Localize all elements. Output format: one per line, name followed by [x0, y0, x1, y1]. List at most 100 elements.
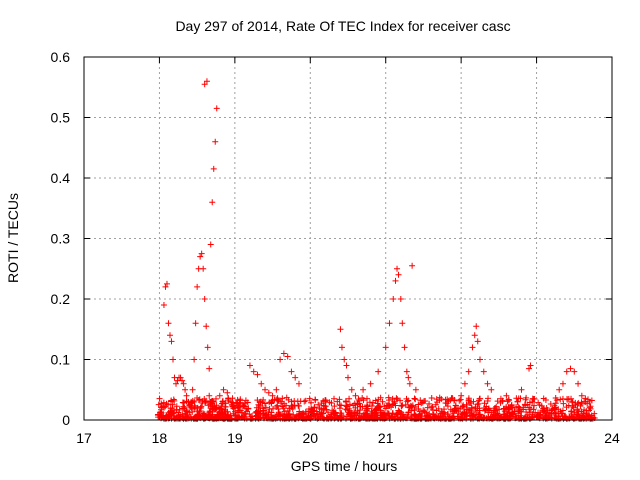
data-point-background — [187, 413, 194, 420]
data-point-background — [586, 404, 593, 411]
data-point-background — [540, 395, 547, 402]
data-point-background — [253, 409, 260, 416]
data-point-background — [405, 411, 412, 418]
data-point-background — [411, 395, 418, 402]
data-point — [254, 371, 261, 378]
data-point — [191, 356, 198, 363]
data-point-background — [395, 407, 402, 414]
data-point-background — [515, 415, 522, 422]
data-point-background — [496, 406, 503, 413]
data-point-background — [477, 414, 484, 421]
data-point-background — [398, 403, 405, 410]
data-point-background — [232, 412, 239, 419]
data-point-background — [266, 405, 273, 412]
data-point-background — [401, 414, 408, 421]
data-point-background — [182, 415, 189, 422]
data-point-background — [361, 412, 368, 419]
data-point-background — [165, 401, 172, 408]
data-point-background — [495, 411, 502, 418]
data-point-background — [555, 410, 562, 417]
data-point-background — [463, 402, 470, 409]
data-point-background — [515, 395, 522, 402]
data-point-background — [502, 415, 509, 422]
data-point-background — [505, 396, 512, 403]
data-point-background — [290, 411, 297, 418]
data-point-background — [214, 412, 221, 419]
data-point-background — [171, 397, 178, 404]
data-point — [170, 356, 177, 363]
data-point-background — [309, 409, 316, 416]
data-point-background — [362, 415, 369, 422]
data-point-background — [219, 398, 226, 405]
data-point-background — [569, 398, 576, 405]
data-point-background — [468, 412, 475, 419]
data-point — [578, 392, 585, 399]
data-point-background — [336, 396, 343, 403]
data-point-background — [306, 395, 313, 402]
data-point-background — [485, 409, 492, 416]
data-point — [403, 368, 410, 375]
data-point — [469, 344, 476, 351]
y-axis-label: ROTI / TECUs — [5, 193, 21, 283]
data-point-background — [318, 400, 325, 407]
data-point — [360, 386, 367, 393]
data-point-background — [351, 409, 358, 416]
data-point-background — [437, 410, 444, 417]
data-point-background — [199, 413, 206, 420]
data-point — [338, 344, 345, 351]
data-point-background — [296, 408, 303, 415]
data-point-background — [245, 405, 252, 412]
data-point-background — [373, 405, 380, 412]
data-point-background — [281, 415, 288, 422]
data-point — [246, 362, 253, 369]
data-point-background — [328, 411, 335, 418]
data-point-background — [322, 398, 329, 405]
data-point-background — [559, 407, 566, 414]
data-point — [200, 265, 207, 272]
data-point-background — [432, 401, 439, 408]
data-point-background — [261, 414, 268, 421]
y-tick-label: 0.6 — [51, 49, 71, 65]
data-point-background — [295, 403, 302, 410]
data-point-background — [254, 413, 261, 420]
data-point-background — [308, 399, 315, 406]
data-point — [163, 280, 170, 287]
data-point — [348, 386, 355, 393]
data-point — [465, 368, 472, 375]
data-point-background — [289, 405, 296, 412]
data-point-background — [311, 404, 318, 411]
data-point-background — [241, 400, 248, 407]
data-point-background — [326, 399, 333, 406]
data-point-background — [225, 395, 232, 402]
data-point-background — [562, 413, 569, 420]
data-point-background — [482, 406, 489, 413]
data-point-background — [403, 395, 410, 402]
data-point-background — [216, 406, 223, 413]
data-point-background — [391, 400, 398, 407]
data-point — [213, 105, 220, 112]
data-point-background — [393, 395, 400, 402]
data-point-background — [175, 409, 182, 416]
data-point — [203, 323, 210, 330]
data-point — [412, 386, 419, 393]
data-point — [210, 165, 217, 172]
data-point-background — [279, 411, 286, 418]
data-point-background — [331, 403, 338, 410]
data-point-background — [332, 409, 339, 416]
data-point-background — [434, 399, 441, 406]
data-point-background — [363, 395, 370, 402]
data-point-background — [529, 395, 536, 402]
data-point-background — [394, 396, 401, 403]
data-point-background — [461, 411, 468, 418]
data-point-background — [322, 397, 329, 404]
data-point-background — [457, 405, 464, 412]
data-point-background — [205, 402, 212, 409]
data-point-background — [402, 401, 409, 408]
data-point-background — [441, 406, 448, 413]
data-point-background — [485, 395, 492, 402]
data-point-background — [587, 403, 594, 410]
data-point-background — [530, 406, 537, 413]
data-point-background — [543, 404, 550, 411]
data-point-background — [356, 397, 363, 404]
data-point-background — [526, 409, 533, 416]
